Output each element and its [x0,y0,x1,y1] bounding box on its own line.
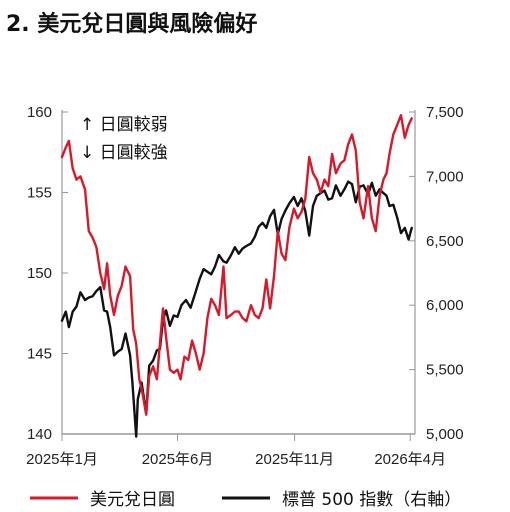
y-right-tick-label: 7,500 [426,104,464,121]
y-right-tick-label: 5,500 [426,362,464,379]
annotation-yen-stronger: ↓ 日圓較強 [80,143,168,163]
y-right-ticks: 5,000 5,500 6,000 6,500 7,000 7,500 [409,104,464,443]
y-left-tick-label: 140 [27,426,52,443]
y-right-tick-label: 7,000 [426,168,464,185]
y-right-tick-label: 5,000 [426,426,464,443]
y-right-tick-label: 6,000 [426,297,464,314]
y-left-ticks: 140 145 150 155 160 [27,104,68,443]
series-lines [60,113,413,438]
series-line-usdjpy [60,113,413,416]
y-left-tick-label: 155 [27,185,52,202]
x-tick-label: 2025年11月 [255,451,334,468]
legend-label-usdjpy: 美元兌日圓 [90,490,175,510]
y-left-tick-label: 150 [27,265,52,282]
x-tick-label: 2025年6月 [142,451,214,468]
y-right-tick-label: 6,500 [426,233,464,250]
x-tick-label: 2025年1月 [26,451,98,468]
series-line-sp500 [60,180,413,438]
x-tick-label: 2026年4月 [374,451,446,468]
legend: 美元兌日圓 標普 500 指數（右軸） [30,490,461,510]
legend-label-sp500: 標普 500 指數（右軸） [282,490,461,510]
y-left-tick-label: 145 [27,346,52,363]
chart-title: 2. 美元兌日圓與風險偏好 [6,12,258,37]
y-left-tick-label: 160 [27,104,52,121]
axes-group [61,110,416,435]
x-ticks: 2025年1月 2025年6月 2025年11月 2026年4月 [26,434,446,468]
annotation-yen-weaker: ↑ 日圓較弱 [80,115,168,135]
